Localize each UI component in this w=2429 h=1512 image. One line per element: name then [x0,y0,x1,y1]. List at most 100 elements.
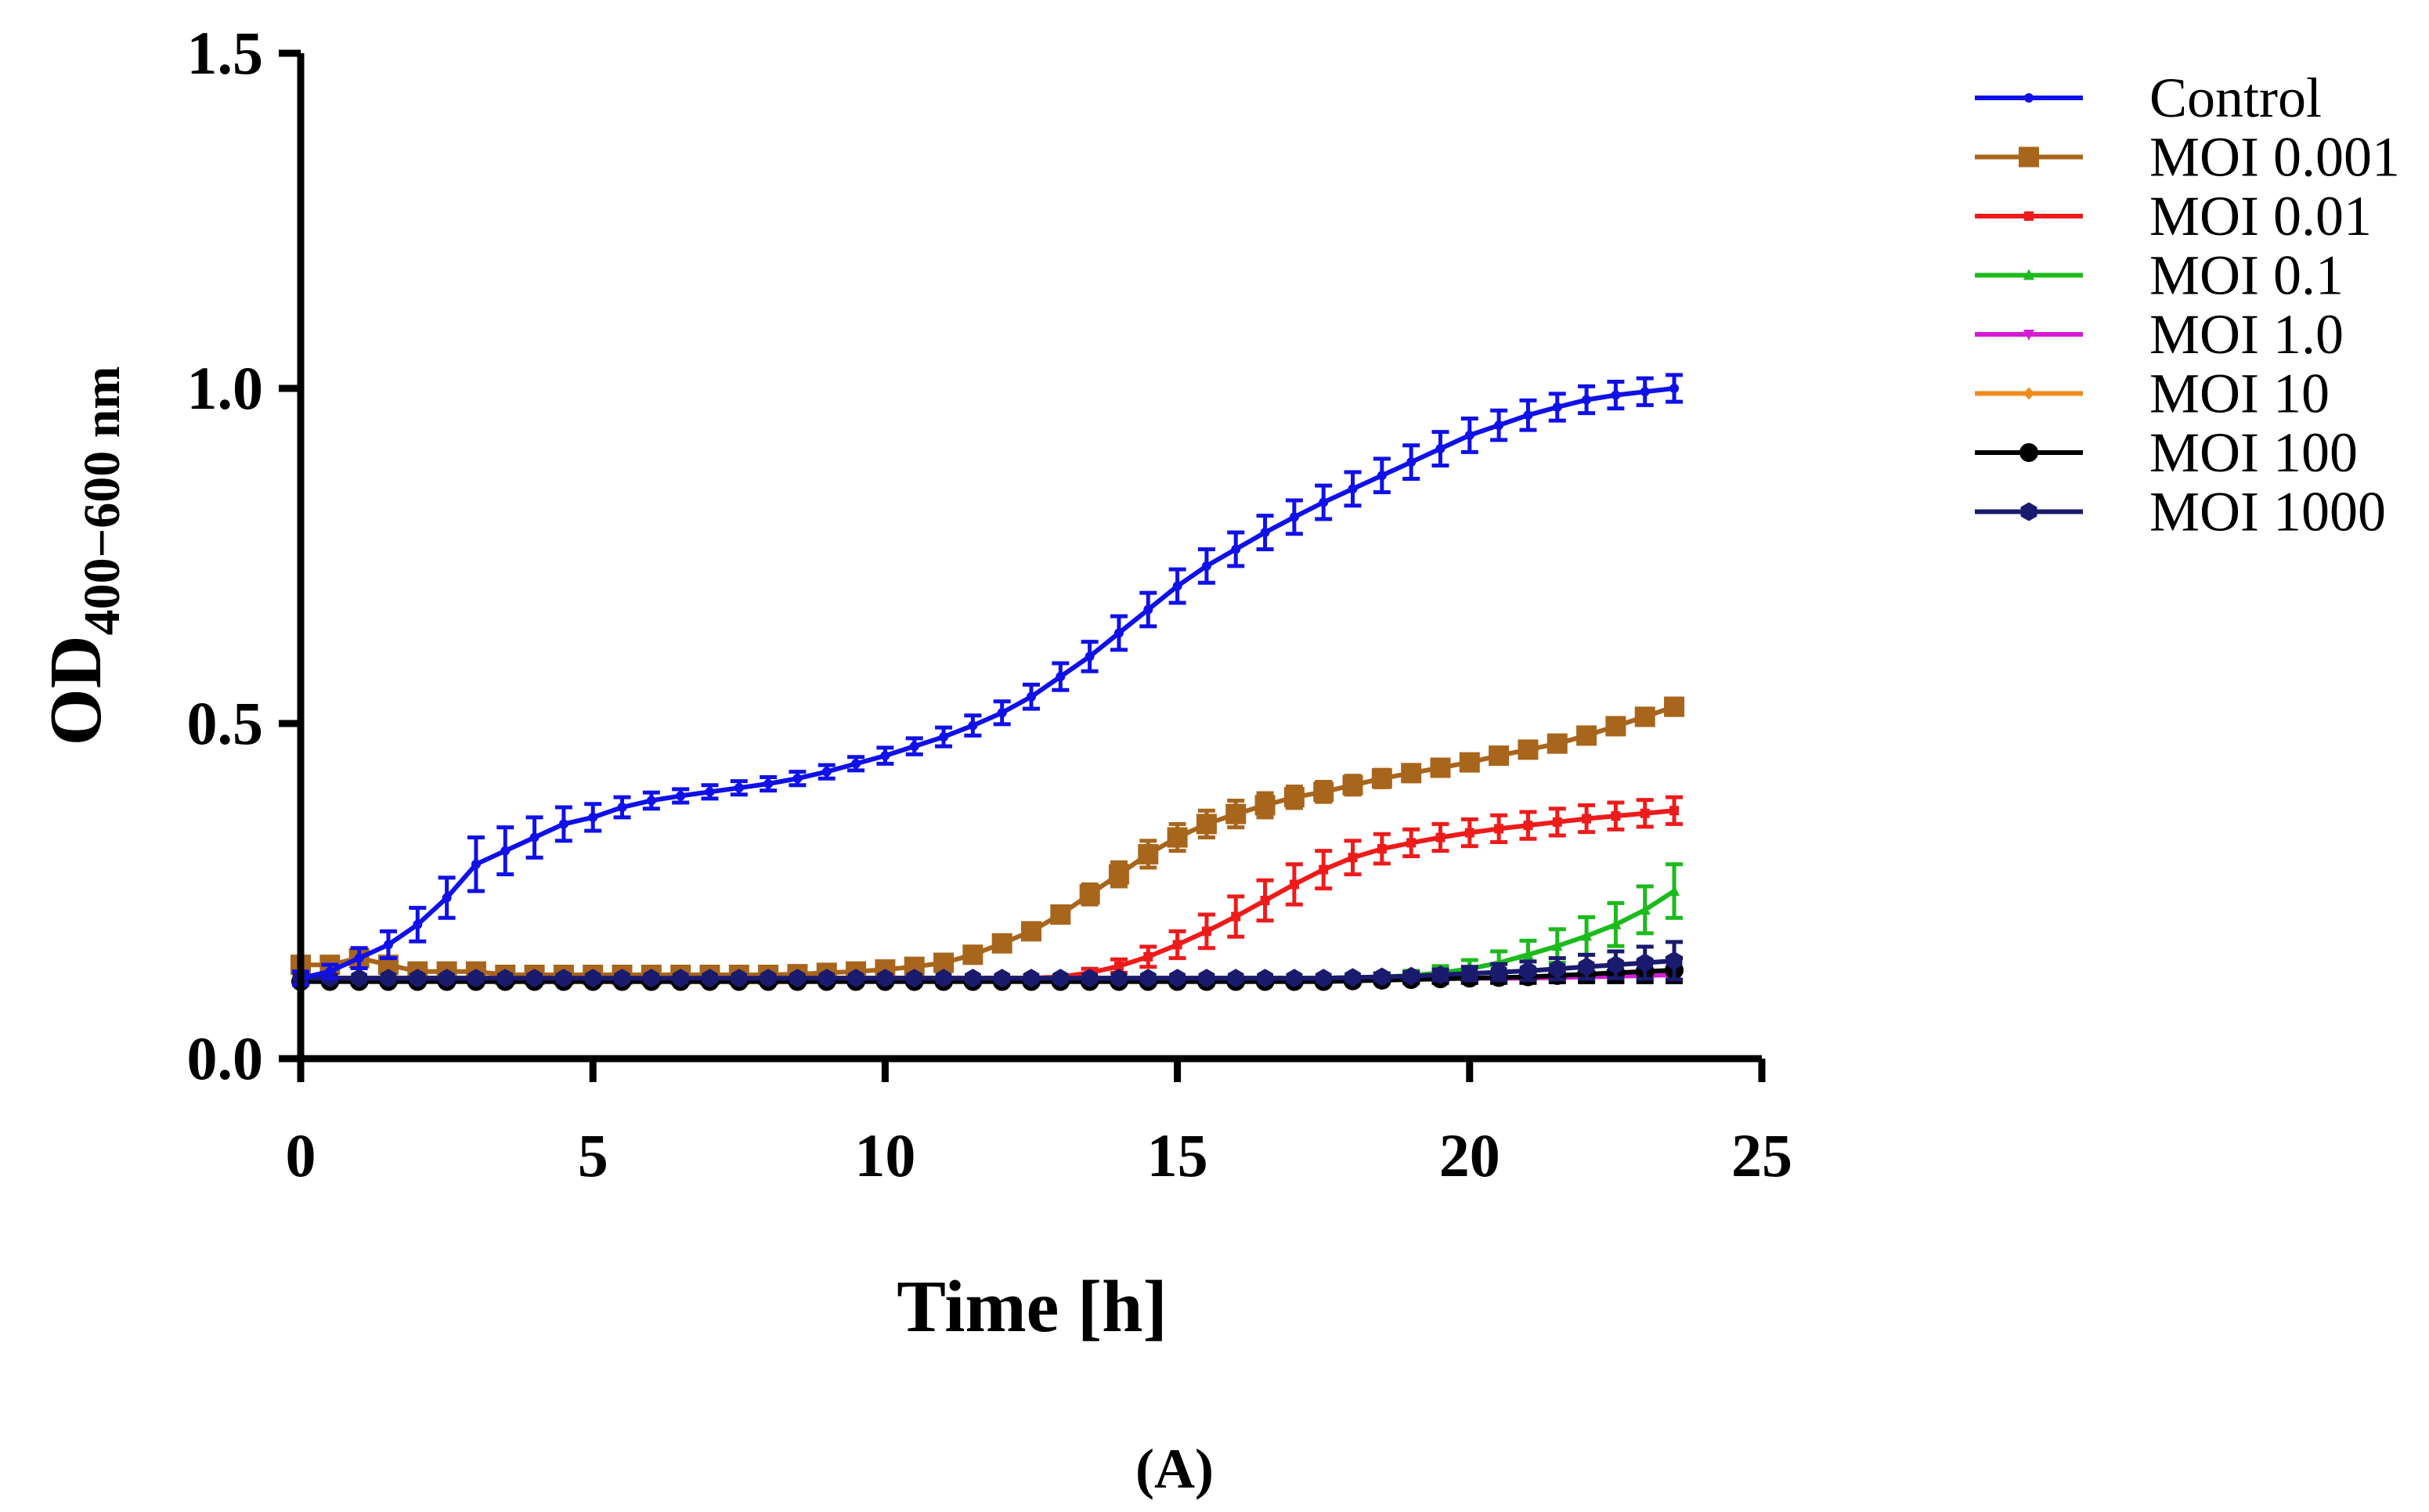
data-point [1283,787,1305,808]
data-point [1027,691,1036,702]
data-point [1640,808,1650,818]
data-point [1169,969,1186,988]
data-point [646,796,656,806]
data-point [1552,817,1562,827]
x-tick-label: 20 [1439,1121,1500,1189]
data-point [383,940,393,950]
legend-item: MOI 0.1 [1975,244,2344,307]
data-point [471,859,481,869]
legend-item: MOI 10 [1975,363,2330,425]
data-point [1373,967,1391,987]
data-point [380,969,397,988]
legend-marker [2023,387,2034,400]
legend-marker [2023,330,2034,341]
legend-label: MOI 100 [2149,421,2358,484]
data-point [1610,918,1622,929]
data-point [1201,561,1211,571]
data-point [1669,806,1680,816]
data-point [1289,879,1299,890]
data-point [1664,696,1685,717]
data-point [1348,484,1358,494]
data-point [325,966,335,976]
data-point [1608,955,1624,975]
data-point [1143,604,1153,615]
legend-item: MOI 100 [1975,421,2358,484]
data-point [467,969,485,988]
data-point [1576,725,1597,746]
series-moi-1000 [292,940,1684,988]
legend-label: MOI 0.001 [2149,126,2400,189]
data-point [763,779,774,789]
data-point [1523,821,1533,831]
data-point [877,969,893,988]
data-point [1196,814,1217,835]
data-point [789,969,806,988]
data-point [409,969,426,988]
data-point [1113,961,1124,971]
data-point [529,832,540,843]
data-point [1113,628,1124,638]
data-point [1523,410,1533,420]
y-tick-label: 0.0 [187,1024,264,1092]
ticks: 0.0 0.5 1.0 1.5 0 5 10 15 20 25 [187,19,1793,1189]
data-point [962,944,984,965]
data-point [614,969,630,988]
data-point [588,812,598,822]
data-point [792,774,803,784]
y-axis-title-main: OD [35,635,117,745]
data-point [413,919,423,929]
data-point [1640,387,1650,397]
data-point [1172,940,1182,950]
data-point [643,969,660,988]
data-point [939,732,949,742]
svg-text:OD400−600 nm: OD400−600 nm [35,366,131,746]
data-point [1494,824,1504,834]
data-point [1522,948,1534,960]
data-point [991,933,1012,954]
data-point [1315,969,1332,988]
legend-marker [2024,211,2034,221]
y-tick-label: 1.0 [187,354,264,422]
y-tick-label: 0.5 [187,689,264,757]
series-layer [291,373,1685,991]
legend-label: MOI 0.1 [2149,244,2344,307]
data-point [1401,763,1422,784]
series-moi-0-01 [296,795,1684,983]
data-point [880,751,890,761]
data-point [1520,961,1536,980]
data-point [851,759,861,769]
data-point [1611,390,1621,400]
data-point [1257,969,1273,988]
panel-label: (A) [1135,1438,1214,1500]
data-point [496,969,514,988]
data-point [584,969,601,988]
data-point [1406,838,1417,848]
data-point [847,969,864,988]
data-point [821,767,832,777]
data-point [617,803,627,812]
data-point [1289,512,1299,522]
data-point [1435,444,1445,454]
data-point [705,787,715,797]
data-point [1260,895,1270,905]
x-tick-label: 0 [286,1121,316,1189]
data-point [1254,795,1276,816]
data-point [1139,969,1157,988]
x-tick-label: 5 [578,1121,608,1189]
data-point [1313,781,1334,803]
y-axis-title: OD400−600 nm [35,366,131,746]
data-point [442,893,452,903]
data-point [1050,904,1071,925]
data-point [818,969,836,988]
data-point [1611,811,1621,821]
data-point [1464,828,1474,838]
data-point [1260,528,1270,538]
data-point [1052,969,1069,988]
data-point [1286,969,1303,988]
x-axis-title: Time [h] [897,1266,1168,1348]
data-point [1108,864,1129,885]
data-point [1110,969,1128,988]
legend-marker [2020,502,2037,521]
data-point [1227,969,1244,988]
